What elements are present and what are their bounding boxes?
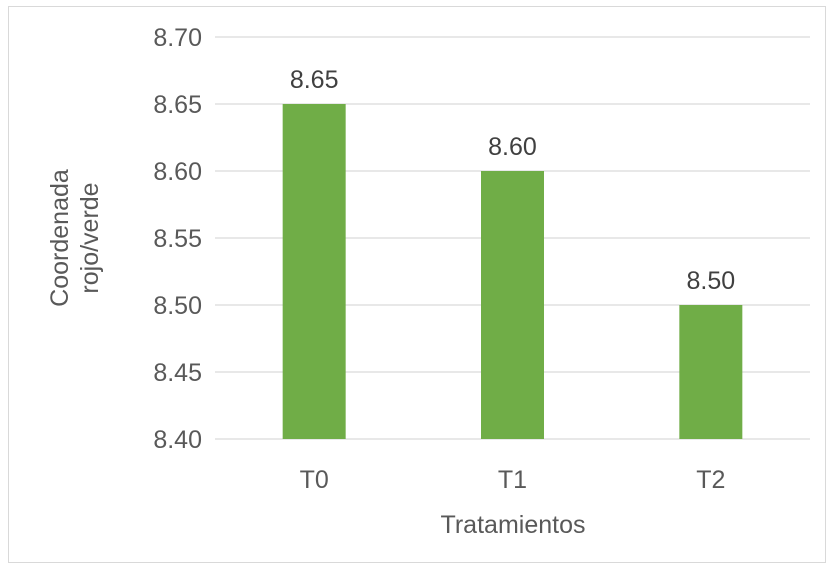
y-tick-label: 8.60 bbox=[153, 158, 202, 186]
y-axis-title-line-1: Coordenada bbox=[46, 169, 74, 307]
x-tick-label-t2: T2 bbox=[696, 466, 725, 494]
y-axis-ticks: 8.40 8.45 8.50 8.55 8.60 8.65 8.70 bbox=[153, 24, 202, 454]
y-axis-title: Coordenada rojo/verde bbox=[46, 169, 104, 307]
bars bbox=[282, 104, 743, 439]
x-axis-title: Tratamientos bbox=[441, 511, 586, 539]
x-tick-label-t0: T0 bbox=[300, 466, 329, 494]
data-label-t0: 8.65 bbox=[290, 66, 339, 94]
bar-t2 bbox=[679, 305, 743, 439]
data-labels: 8.65 8.60 8.50 bbox=[290, 66, 735, 295]
bar-t1 bbox=[481, 171, 544, 439]
chart-frame bbox=[8, 6, 826, 563]
y-tick-label: 8.65 bbox=[153, 91, 202, 119]
data-label-t2: 8.50 bbox=[686, 267, 735, 295]
y-tick-label: 8.70 bbox=[153, 24, 202, 52]
bar-t0 bbox=[282, 104, 346, 439]
y-tick-label: 8.55 bbox=[153, 225, 202, 253]
x-axis-ticks: T0 T1 T2 bbox=[300, 466, 726, 494]
y-axis-title-line-2: rojo/verde bbox=[76, 182, 104, 293]
data-label-t1: 8.60 bbox=[488, 133, 537, 161]
x-tick-label-t1: T1 bbox=[498, 466, 527, 494]
y-tick-label: 8.50 bbox=[153, 292, 202, 320]
y-tick-label: 8.45 bbox=[153, 359, 202, 387]
y-tick-label: 8.40 bbox=[153, 426, 202, 454]
